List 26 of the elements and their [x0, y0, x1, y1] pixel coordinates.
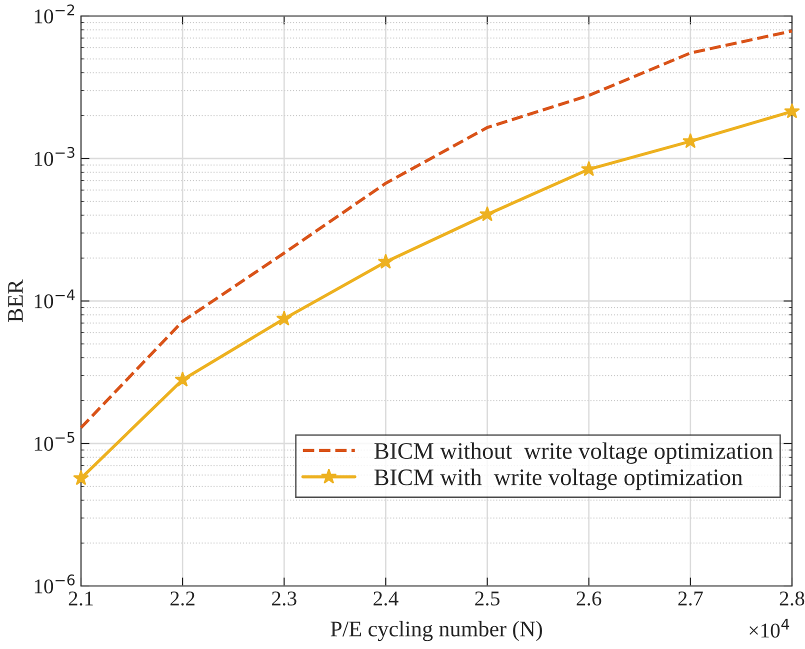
text: ×10$^{4}$	[750, 618, 790, 638]
x-tick-label: 2.7	[678, 592, 703, 606]
x-axis-title: P/E cycling number (N)	[330, 620, 542, 642]
y-tick-label: 10$^{−5}$	[34, 432, 74, 451]
legend-label: BICM with write voltage optimization	[374, 468, 743, 490]
point	[682, 132, 698, 148]
point	[784, 103, 800, 118]
x-tick-label: 2.1	[68, 592, 93, 606]
y-tick-label: 10$^{−4}$	[34, 290, 75, 308]
point	[378, 254, 394, 269]
x-tick-label: 2.8	[780, 591, 804, 606]
point	[276, 310, 292, 326]
y-tick-label: 10$^{−2}$	[34, 4, 74, 24]
legend-label: BICM without write voltage optimization	[374, 442, 773, 464]
x-tick-label: 2.6	[576, 592, 602, 606]
x-tick-label: 2.3	[272, 592, 296, 606]
x-tick-label: 2.5	[475, 592, 500, 606]
line-series	[79, 29, 794, 430]
point	[174, 371, 191, 387]
x-tick-label: 2.2	[170, 592, 194, 606]
point	[479, 206, 496, 222]
point	[580, 160, 597, 176]
point	[73, 470, 89, 486]
x-tick-label: 2.4	[374, 592, 398, 606]
y-axis-title: BER	[8, 279, 23, 322]
y-tick-label: 10$^{−3}$	[34, 146, 74, 166]
